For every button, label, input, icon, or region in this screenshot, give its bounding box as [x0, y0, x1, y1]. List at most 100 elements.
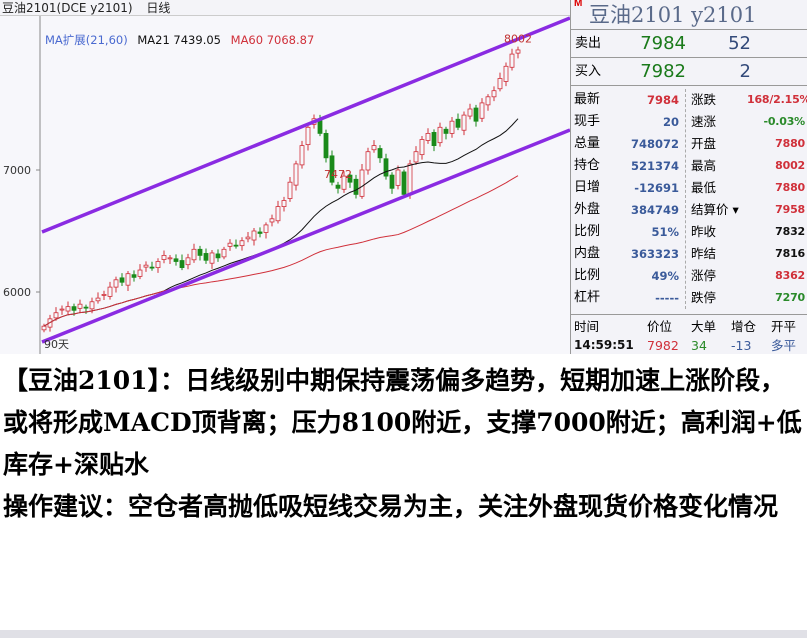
candle: [377, 148, 383, 159]
candle: [95, 297, 101, 302]
stat-label: 最新: [574, 92, 601, 107]
candle: [347, 174, 353, 183]
candle: [185, 257, 191, 266]
stat-label: 比例: [574, 224, 601, 239]
stat-label: 跌停: [691, 290, 717, 305]
stat-value: 384749: [630, 203, 679, 217]
channel-lower-line: [41, 128, 570, 344]
analysis-text: 【豆油2101】：日线级别中期保持震荡偏多趋势，短期加速上涨阶段，或将形成MAC…: [3, 360, 805, 528]
candle: [419, 139, 425, 156]
channel-upper-line: [41, 16, 570, 234]
candle: [173, 258, 179, 262]
candle: [341, 175, 347, 190]
market-marker: M: [574, 0, 583, 9]
candle: [179, 260, 185, 269]
candle: [83, 306, 89, 309]
stat-value: -0.03%: [763, 115, 805, 128]
candle: [281, 200, 287, 207]
candle: [491, 90, 497, 98]
stat-label: 最低: [691, 180, 717, 195]
kline-svg: 6000 7000 7472 8002 90天: [3, 16, 570, 354]
candle: [473, 107, 479, 122]
candle: [299, 145, 305, 166]
y-tick-label: 7000: [3, 164, 31, 177]
stat-value: 7832: [775, 225, 805, 238]
sell-volume: 52: [728, 33, 751, 54]
candle: [251, 230, 257, 241]
candle: [143, 264, 149, 268]
candle: [203, 253, 209, 261]
stat-label: 总量: [574, 136, 601, 151]
ma60-value: MA60 7068.87: [230, 33, 315, 47]
period-dropdown[interactable]: 日线: [146, 1, 171, 15]
stat-label: 日增: [574, 180, 601, 195]
candle: [161, 254, 167, 260]
tick-header-cell: 大单: [691, 319, 717, 334]
candle: [455, 118, 461, 128]
stat-row: 最新 7984 涨跌 168/2.15%: [571, 89, 807, 111]
tick-header-cell: 开平: [771, 319, 797, 334]
quote-title: M 豆油2101 y2101: [571, 0, 807, 30]
candle: [503, 65, 509, 82]
candle: [329, 155, 335, 183]
tick-header-cell: 增仓: [731, 319, 757, 334]
buy-row[interactable]: 买入 7982 2: [571, 58, 807, 86]
analysis-paragraph: 【豆油2101】：日线级别中期保持震荡偏多趋势，短期加速上涨阶段，或将形成MAC…: [3, 366, 802, 479]
candle: [53, 312, 59, 319]
contract-title[interactable]: 豆油2101(DCE y2101): [2, 1, 133, 15]
candle: [197, 248, 203, 256]
candle: [113, 279, 119, 288]
sell-label: 卖出: [575, 36, 602, 51]
stat-row: 内盘 363323 昨结 7816: [571, 243, 807, 265]
chart-toolbar: 豆油2101(DCE y2101) 日线: [0, 0, 570, 16]
stat-label: 杠杆: [574, 290, 601, 305]
candle: [233, 244, 239, 247]
tick-cell: 14:59:51: [574, 338, 634, 352]
candle: [137, 269, 143, 277]
stat-value: 521374: [630, 159, 679, 173]
candle: [269, 218, 275, 223]
candle: [65, 306, 71, 312]
candle: [359, 169, 365, 197]
stat-value: 7984: [646, 93, 679, 107]
stat-label: 涨停: [691, 268, 717, 283]
stat-value: 748072: [630, 137, 679, 151]
candle: [101, 294, 107, 296]
stat-row: 比例 51% 昨收 7832: [571, 221, 807, 243]
y-tick-label: 6000: [3, 286, 31, 299]
stat-value: 7958: [775, 203, 805, 216]
stat-label: 结算价 ▾: [691, 202, 739, 217]
advice-paragraph: 操作建议：空仓者高抛低吸短线交易为主，关注外盘现货价格变化情况: [3, 492, 779, 521]
stat-label: 现手: [574, 114, 601, 129]
candle: [71, 306, 77, 311]
candle: [131, 274, 137, 278]
candle: [59, 308, 65, 311]
ma-setting[interactable]: MA扩展(21,60): [45, 33, 128, 47]
candle: [425, 133, 431, 141]
kline-chart[interactable]: 6000 7000 7472 8002 90天 MA扩展(21,60) MA21 743…: [0, 16, 570, 354]
candle: [449, 120, 455, 134]
candle: [353, 178, 359, 195]
sell-row[interactable]: 卖出 7984 52: [571, 30, 807, 58]
stat-label: 比例: [574, 268, 601, 283]
candle: [323, 133, 329, 159]
stat-value: 7880: [775, 137, 805, 150]
stat-label: 开盘: [691, 136, 717, 151]
candle: [437, 126, 443, 144]
stat-label: 最高: [691, 158, 717, 173]
stat-label: 内盘: [574, 246, 601, 261]
stat-value: 7270: [775, 291, 805, 304]
ma-legend: MA扩展(21,60) MA21 7439.05 MA60 7068.87: [45, 33, 314, 47]
candle: [407, 163, 413, 195]
candle: [395, 169, 401, 186]
bottom-strip: [0, 630, 807, 638]
stat-value: -----: [655, 291, 679, 305]
ma60-line: [43, 175, 519, 327]
range-label: 90天: [44, 338, 69, 351]
tick-cell: -13: [731, 338, 752, 353]
stat-label: 外盘: [574, 202, 601, 217]
candle: [317, 120, 323, 134]
candle: [515, 49, 521, 54]
stat-row: 总量 748072 开盘 7880: [571, 133, 807, 155]
candle: [287, 181, 293, 199]
